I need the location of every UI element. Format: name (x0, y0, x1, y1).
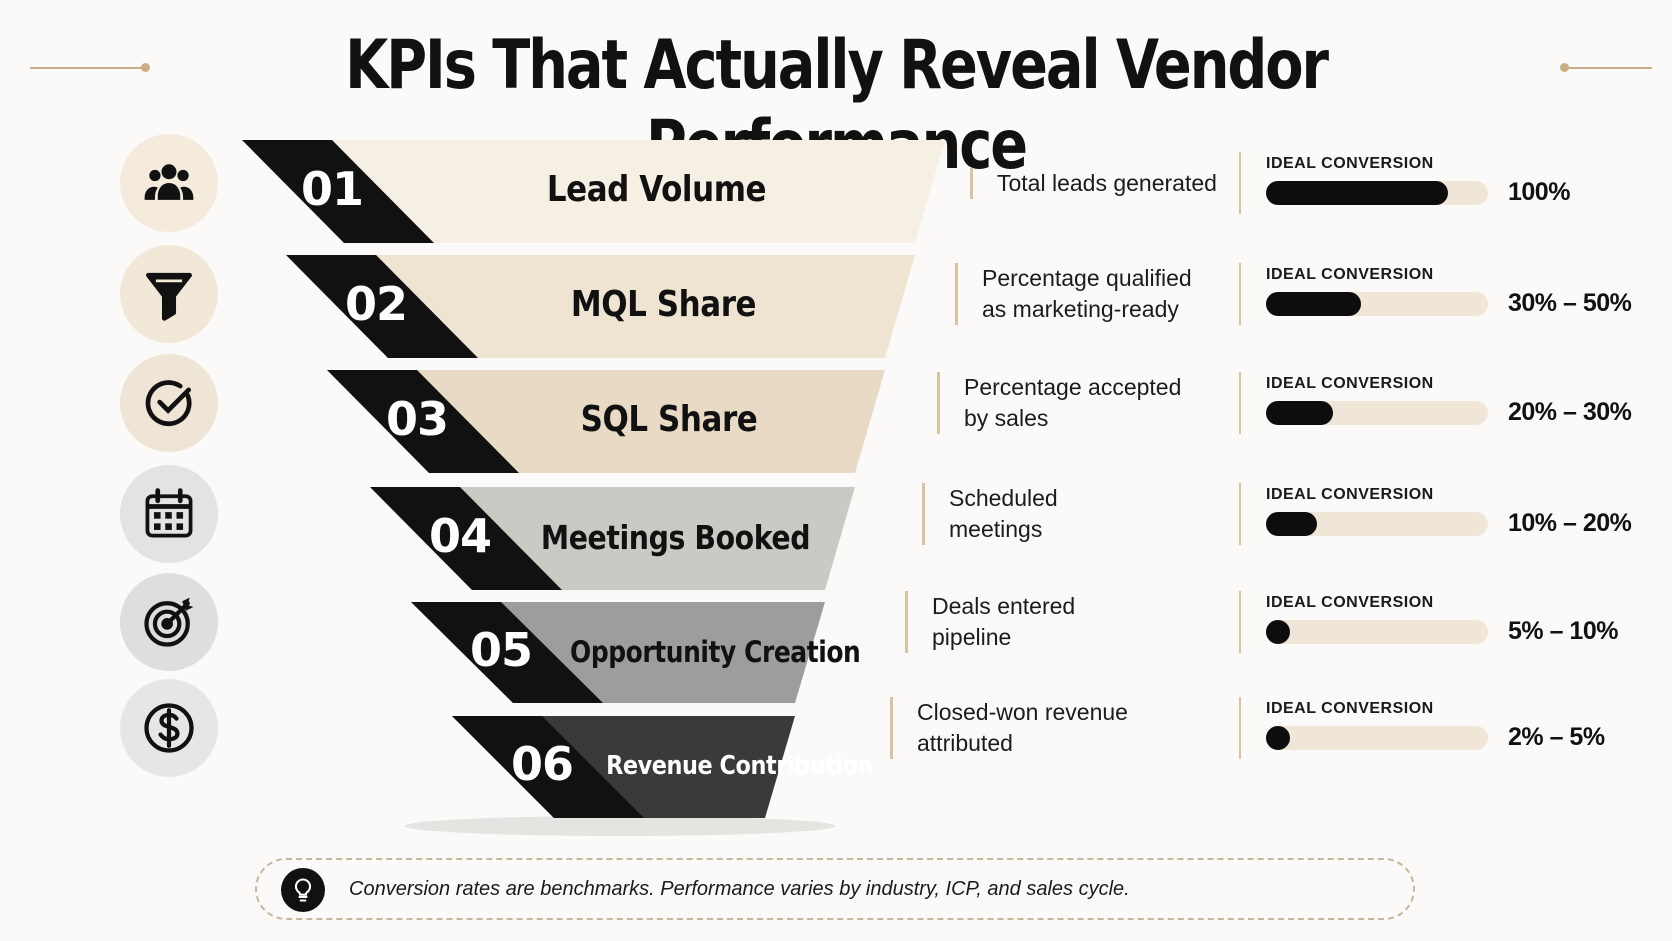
number-stripe-06 (452, 716, 644, 818)
metric-divider (1239, 591, 1241, 653)
stage-label: Lead Volume (546, 169, 767, 211)
stage-label: Revenue Contribution (606, 750, 874, 781)
metric-divider (1239, 372, 1241, 434)
dollar-icon (120, 679, 218, 777)
conversion-range: 20% – 30% (1508, 398, 1632, 426)
stage-description: Percentage qualified as marketing-ready (955, 263, 1212, 325)
target-icon (120, 573, 218, 671)
conversion-range: 5% – 10% (1508, 617, 1618, 645)
stage-number: 05 (470, 622, 533, 677)
stage-label: MQL Share (570, 284, 757, 326)
funnel-layer-01 (242, 140, 945, 243)
description-line: pipeline (932, 624, 1012, 650)
conversion-bar-fill (1266, 292, 1361, 316)
number-stripe-05 (411, 602, 603, 703)
title-rule-right (1568, 67, 1652, 69)
ideal-conversion-label: IDEAL CONVERSION (1266, 486, 1434, 503)
description-line: Deals entered (932, 593, 1076, 619)
conversion-bar-track (1266, 292, 1488, 316)
stage-number: 06 (511, 737, 574, 791)
funnel-icon (120, 245, 218, 343)
conversion-bar-fill (1266, 726, 1290, 750)
description-line: Percentage qualified (982, 265, 1192, 291)
number-stripe-04 (370, 487, 562, 590)
conversion-range: 10% – 20% (1508, 509, 1632, 537)
ideal-conversion-label: IDEAL CONVERSION (1266, 266, 1434, 283)
description-line: as marketing-ready (982, 296, 1179, 322)
description-line: Total leads generated (997, 169, 1217, 196)
description-line: Closed-won revenue (917, 699, 1128, 725)
stage-number: 01 (301, 161, 364, 216)
ideal-conversion-label: IDEAL CONVERSION (1266, 155, 1434, 172)
metric-divider (1239, 263, 1241, 325)
stage-number: 04 (429, 508, 492, 563)
ideal-conversion-label: IDEAL CONVERSION (1266, 375, 1434, 392)
stage-description: Deals entered pipeline (905, 591, 1162, 653)
conversion-bar-track (1266, 512, 1488, 536)
calendar-icon (120, 465, 218, 563)
conversion-range: 100% (1508, 178, 1570, 206)
number-stripe-01 (242, 140, 434, 243)
conversion-bar-track (1266, 181, 1488, 205)
stage-label: Meetings Booked (540, 518, 811, 558)
check-circle-icon (120, 354, 218, 452)
conversion-bar-fill (1266, 512, 1317, 536)
footer-note: Conversion rates are benchmarks. Perform… (255, 858, 1415, 920)
lightbulb-icon (281, 868, 325, 912)
conversion-bar-fill (1266, 620, 1290, 644)
conversion-range: 2% – 5% (1508, 723, 1605, 751)
stage-description: Closed-won revenue attributed (890, 697, 1147, 759)
number-stripe-03 (327, 370, 519, 473)
stage-description: Percentage accepted by sales (937, 372, 1194, 434)
stage-description: Total leads generated (970, 167, 1227, 199)
conversion-bar-track (1266, 401, 1488, 425)
stage-number: 03 (386, 391, 449, 446)
title-dot-right (1560, 63, 1569, 72)
conversion-bar-fill (1266, 401, 1333, 425)
title-rule-left (30, 67, 142, 69)
funnel-layers (242, 140, 945, 818)
description-line: attributed (917, 730, 1013, 756)
ideal-conversion-label: IDEAL CONVERSION (1266, 594, 1434, 611)
ideal-conversion-label: IDEAL CONVERSION (1266, 700, 1434, 717)
metric-divider (1239, 152, 1241, 214)
metric-divider (1239, 697, 1241, 759)
stage-label: Opportunity Creation (570, 634, 861, 669)
funnel-shadow (405, 816, 835, 836)
conversion-bar-track (1266, 726, 1488, 750)
description-line: Scheduled (949, 485, 1058, 511)
number-stripe-02 (286, 255, 478, 358)
conversion-bar-fill (1266, 181, 1448, 205)
conversion-range: 30% – 50% (1508, 289, 1632, 317)
footer-text: Conversion rates are benchmarks. Perform… (349, 878, 1130, 900)
people-icon (120, 134, 218, 232)
stage-description: Scheduled meetings (922, 483, 1179, 545)
description-line: Percentage accepted (964, 374, 1182, 400)
description-line: by sales (964, 405, 1049, 431)
stage-number: 02 (345, 276, 408, 331)
stage-label: SQL Share (580, 399, 758, 441)
description-line: meetings (949, 516, 1043, 542)
conversion-bar-track (1266, 620, 1488, 644)
title-dot-left (141, 63, 150, 72)
metric-divider (1239, 483, 1241, 545)
